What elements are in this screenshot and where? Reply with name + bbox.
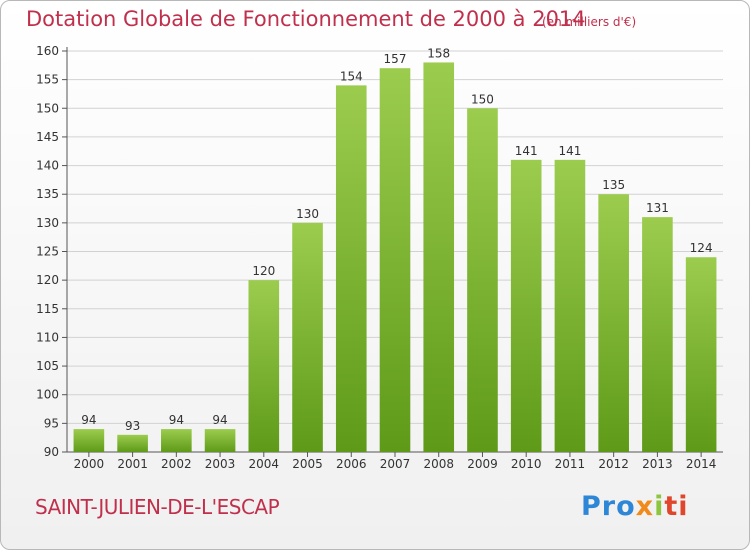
bar: [335, 85, 367, 452]
x-tick-label: 2008: [423, 457, 454, 471]
bar: [73, 429, 105, 452]
x-tick-label: 2006: [336, 457, 367, 471]
data-label: 120: [252, 264, 275, 278]
logo-part-4: ti: [664, 491, 689, 522]
bar: [161, 429, 192, 452]
x-tick-label: 2014: [686, 457, 717, 471]
bars: 94 93 94 94 120 130 154 157 158 150 141 141 135 131 12…: [73, 46, 717, 453]
data-label: 150: [471, 92, 494, 106]
data-label: 135: [602, 178, 625, 192]
x-tick-label: 2003: [205, 457, 236, 471]
x-tick-label: 2004: [249, 457, 280, 471]
y-tick-label: 95: [44, 416, 59, 430]
x-tick-label: 2005: [292, 457, 323, 471]
bar: [685, 257, 717, 452]
x-tick-label: 2007: [380, 457, 411, 471]
data-label: 141: [515, 144, 538, 158]
data-label: 141: [558, 144, 581, 158]
bar: [423, 62, 455, 452]
bar: [292, 222, 323, 452]
y-tick-label: 155: [36, 73, 59, 87]
commune-name: SAINT-JULIEN-DE-L'ESCAP: [35, 495, 280, 519]
x-tick-label: 2000: [74, 457, 105, 471]
y-tick-label: 100: [36, 388, 59, 402]
x-tick-label: 2011: [555, 457, 586, 471]
data-label: 154: [340, 69, 363, 83]
y-tick-label: 125: [36, 245, 59, 259]
y-tick-label: 115: [36, 302, 59, 316]
bar: [379, 68, 411, 452]
logo-part-3: i: [654, 491, 665, 522]
y-tick-label: 140: [36, 159, 59, 173]
y-tick-label: 160: [36, 44, 59, 58]
y-tick-label: 110: [36, 330, 59, 344]
bar: [510, 159, 542, 453]
data-label: 124: [690, 241, 713, 255]
x-tick-label: 2002: [161, 457, 192, 471]
data-label: 130: [296, 207, 319, 221]
y-tick-label: 135: [36, 187, 59, 201]
bar: [467, 108, 498, 453]
bar: [598, 194, 629, 452]
chart-subtitle: (en milliers d'€): [542, 15, 637, 29]
bar: [554, 159, 586, 453]
x-tick-label: 2012: [598, 457, 629, 471]
bar: [117, 434, 148, 452]
data-label: 158: [427, 46, 450, 60]
y-tick-label: 150: [36, 101, 59, 115]
logo-part-1: Pro: [581, 491, 636, 522]
y-tick-label: 130: [36, 216, 59, 230]
data-label: 131: [646, 201, 669, 215]
bar: [248, 280, 280, 452]
proxiti-logo[interactable]: Proxiti: [581, 491, 689, 522]
y-axis-ticks: 90 95 100 105 110 115 120 125 130 135 140 145 150 155…: [36, 44, 67, 459]
x-axis-ticks: 2000 2001 2002 2003 2004 2005 2006 2007 2008 2009…: [74, 452, 717, 471]
y-tick-label: 90: [44, 445, 59, 459]
data-label: 94: [81, 413, 96, 427]
chart-title: Dotation Globale de Fonctionnement de 20…: [26, 7, 586, 31]
bar: [642, 217, 673, 452]
y-tick-label: 145: [36, 130, 59, 144]
x-tick-label: 2010: [511, 457, 542, 471]
y-tick-label: 120: [36, 273, 59, 287]
data-label: 94: [169, 413, 184, 427]
x-tick-label: 2013: [642, 457, 673, 471]
data-label: 157: [384, 52, 407, 66]
data-label: 94: [212, 413, 227, 427]
logo-part-2: x: [635, 491, 655, 522]
data-label: 93: [125, 419, 140, 433]
x-tick-label: 2001: [117, 457, 148, 471]
bar: [204, 429, 236, 452]
y-tick-label: 105: [36, 359, 59, 373]
x-tick-label: 2009: [467, 457, 498, 471]
